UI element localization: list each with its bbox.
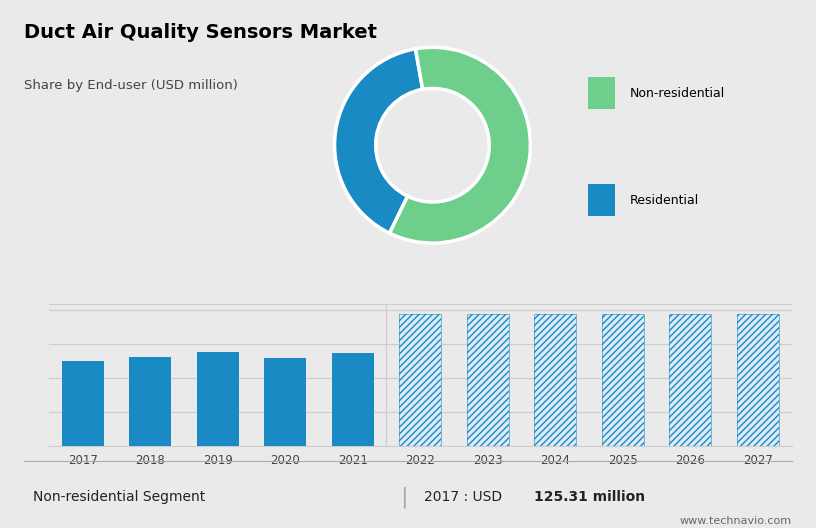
Bar (264, 358, 306, 446)
Bar (399, 314, 441, 446)
Wedge shape (389, 48, 530, 243)
Bar (534, 314, 576, 446)
Bar (534, 314, 576, 446)
Bar (737, 314, 778, 446)
FancyBboxPatch shape (588, 184, 615, 216)
Bar (399, 314, 441, 446)
Bar (62, 361, 104, 446)
Text: |: | (400, 486, 408, 508)
Text: 125.31 million: 125.31 million (534, 490, 645, 504)
Text: www.technavio.com: www.technavio.com (680, 516, 792, 525)
Text: Non-residential: Non-residential (630, 87, 725, 100)
Text: Non-residential Segment: Non-residential Segment (33, 490, 205, 504)
Text: Duct Air Quality Sensors Market: Duct Air Quality Sensors Market (24, 23, 378, 42)
Text: Residential: Residential (630, 194, 699, 206)
Bar (332, 353, 374, 446)
Bar (129, 356, 171, 446)
Bar (467, 314, 508, 446)
Text: 2017 : USD: 2017 : USD (424, 490, 507, 504)
Bar (197, 353, 238, 446)
FancyBboxPatch shape (588, 78, 615, 109)
Bar (602, 314, 644, 446)
Bar (669, 314, 712, 446)
Bar (602, 314, 644, 446)
Bar (669, 314, 712, 446)
Text: Share by End-user (USD million): Share by End-user (USD million) (24, 79, 238, 92)
Bar (737, 314, 778, 446)
Wedge shape (335, 49, 423, 233)
Bar (467, 314, 508, 446)
